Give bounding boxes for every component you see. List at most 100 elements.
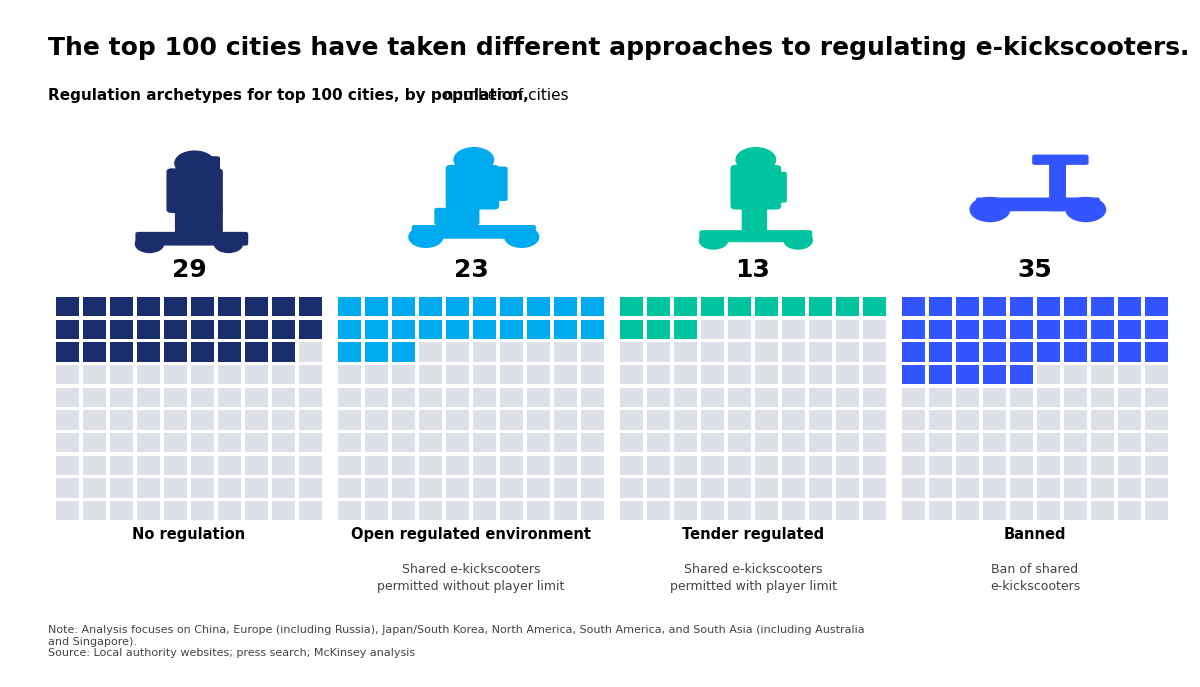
FancyBboxPatch shape — [473, 319, 496, 339]
FancyBboxPatch shape — [620, 455, 643, 475]
FancyBboxPatch shape — [1064, 410, 1087, 430]
FancyBboxPatch shape — [863, 342, 886, 362]
FancyBboxPatch shape — [1145, 297, 1168, 317]
FancyBboxPatch shape — [701, 365, 724, 385]
FancyBboxPatch shape — [365, 297, 388, 317]
FancyBboxPatch shape — [110, 478, 133, 498]
FancyBboxPatch shape — [218, 410, 241, 430]
Text: Regulation archetypes for top 100 cities, by population,: Regulation archetypes for top 100 cities… — [48, 88, 529, 102]
FancyBboxPatch shape — [299, 342, 322, 362]
FancyBboxPatch shape — [245, 410, 268, 430]
FancyBboxPatch shape — [473, 365, 496, 385]
FancyBboxPatch shape — [620, 365, 643, 385]
FancyBboxPatch shape — [983, 342, 1006, 362]
FancyBboxPatch shape — [809, 297, 832, 317]
FancyBboxPatch shape — [647, 342, 670, 362]
FancyBboxPatch shape — [581, 433, 604, 453]
FancyBboxPatch shape — [419, 478, 442, 498]
FancyBboxPatch shape — [755, 365, 778, 385]
FancyBboxPatch shape — [836, 410, 859, 430]
FancyBboxPatch shape — [191, 501, 214, 521]
FancyBboxPatch shape — [365, 410, 388, 430]
FancyBboxPatch shape — [782, 433, 805, 453]
FancyBboxPatch shape — [164, 342, 187, 362]
FancyBboxPatch shape — [1037, 501, 1060, 521]
FancyBboxPatch shape — [1145, 342, 1168, 362]
FancyBboxPatch shape — [728, 365, 751, 385]
FancyBboxPatch shape — [983, 433, 1006, 453]
FancyBboxPatch shape — [245, 387, 268, 407]
FancyBboxPatch shape — [110, 387, 133, 407]
FancyBboxPatch shape — [773, 172, 787, 203]
FancyBboxPatch shape — [929, 387, 952, 407]
FancyBboxPatch shape — [191, 410, 214, 430]
FancyBboxPatch shape — [1118, 410, 1141, 430]
FancyBboxPatch shape — [983, 297, 1006, 317]
FancyBboxPatch shape — [902, 342, 925, 362]
FancyBboxPatch shape — [836, 365, 859, 385]
FancyBboxPatch shape — [647, 455, 670, 475]
Text: Shared e-kickscooters
permitted with player limit: Shared e-kickscooters permitted with pla… — [670, 563, 836, 592]
FancyBboxPatch shape — [728, 478, 751, 498]
FancyBboxPatch shape — [338, 297, 361, 317]
FancyBboxPatch shape — [956, 342, 979, 362]
FancyBboxPatch shape — [1118, 501, 1141, 521]
FancyBboxPatch shape — [56, 365, 79, 385]
FancyBboxPatch shape — [1118, 478, 1141, 498]
FancyBboxPatch shape — [473, 342, 496, 362]
FancyBboxPatch shape — [137, 455, 160, 475]
Circle shape — [215, 235, 242, 252]
FancyBboxPatch shape — [929, 297, 952, 317]
FancyBboxPatch shape — [902, 387, 925, 407]
FancyBboxPatch shape — [929, 365, 952, 385]
FancyBboxPatch shape — [863, 319, 886, 339]
FancyBboxPatch shape — [446, 478, 469, 498]
Circle shape — [970, 198, 1009, 221]
FancyBboxPatch shape — [863, 410, 886, 430]
FancyBboxPatch shape — [218, 455, 241, 475]
FancyBboxPatch shape — [191, 478, 214, 498]
FancyBboxPatch shape — [701, 297, 724, 317]
FancyBboxPatch shape — [500, 478, 523, 498]
Text: 35: 35 — [1018, 258, 1052, 282]
FancyBboxPatch shape — [110, 501, 133, 521]
FancyBboxPatch shape — [863, 501, 886, 521]
FancyBboxPatch shape — [1118, 297, 1141, 317]
FancyBboxPatch shape — [56, 455, 79, 475]
FancyBboxPatch shape — [446, 342, 469, 362]
Text: Open regulated environment: Open regulated environment — [352, 527, 592, 542]
FancyBboxPatch shape — [164, 455, 187, 475]
FancyBboxPatch shape — [83, 365, 106, 385]
Circle shape — [409, 227, 443, 247]
FancyBboxPatch shape — [191, 433, 214, 453]
Circle shape — [784, 232, 812, 249]
FancyBboxPatch shape — [338, 455, 361, 475]
FancyBboxPatch shape — [782, 455, 805, 475]
FancyBboxPatch shape — [1037, 478, 1060, 498]
FancyBboxPatch shape — [836, 478, 859, 498]
FancyBboxPatch shape — [1010, 410, 1033, 430]
FancyBboxPatch shape — [647, 433, 670, 453]
FancyBboxPatch shape — [218, 478, 241, 498]
FancyBboxPatch shape — [272, 365, 295, 385]
FancyBboxPatch shape — [164, 410, 187, 430]
FancyBboxPatch shape — [500, 319, 523, 339]
Text: 13: 13 — [736, 258, 770, 282]
FancyBboxPatch shape — [83, 433, 106, 453]
FancyBboxPatch shape — [647, 501, 670, 521]
FancyBboxPatch shape — [782, 365, 805, 385]
FancyBboxPatch shape — [338, 433, 361, 453]
FancyBboxPatch shape — [836, 501, 859, 521]
FancyBboxPatch shape — [755, 433, 778, 453]
FancyBboxPatch shape — [1091, 297, 1114, 317]
Text: The top 100 cities have taken different approaches to regulating e-kickscooters.: The top 100 cities have taken different … — [48, 36, 1189, 60]
FancyBboxPatch shape — [419, 433, 442, 453]
FancyBboxPatch shape — [137, 297, 160, 317]
FancyBboxPatch shape — [527, 433, 550, 453]
FancyBboxPatch shape — [728, 410, 751, 430]
FancyBboxPatch shape — [365, 433, 388, 453]
FancyBboxPatch shape — [1091, 365, 1114, 385]
FancyBboxPatch shape — [299, 410, 322, 430]
FancyBboxPatch shape — [245, 433, 268, 453]
FancyBboxPatch shape — [527, 365, 550, 385]
